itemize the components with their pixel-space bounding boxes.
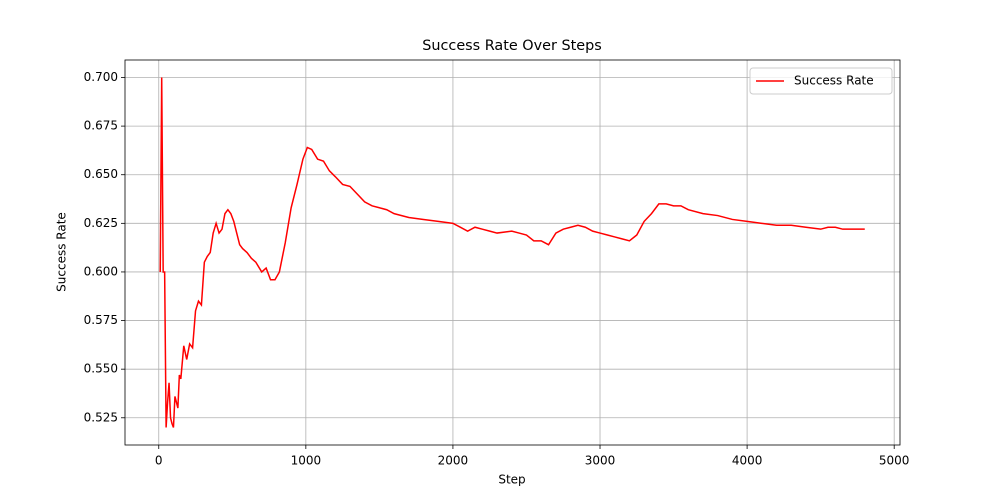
- y-axis-label: Success Rate: [55, 212, 69, 292]
- x-tick-label: 1000: [291, 454, 322, 468]
- y-tick-label: 0.575: [84, 313, 118, 327]
- y-tick-label: 0.625: [84, 216, 118, 230]
- chart-title: Success Rate Over Steps: [422, 38, 602, 54]
- y-tick-label: 0.675: [84, 119, 118, 133]
- y-tick-label: 0.525: [84, 410, 118, 424]
- x-tick-label: 0: [155, 454, 163, 468]
- y-tick-label: 0.550: [84, 362, 118, 376]
- y-tick-label: 0.650: [84, 167, 118, 181]
- legend-label: Success Rate: [794, 74, 874, 88]
- x-axis-label: Step: [498, 473, 525, 487]
- x-tick-label: 4000: [732, 454, 763, 468]
- legend-box: [749, 67, 893, 95]
- y-tick-label: 0.700: [84, 70, 118, 84]
- x-tick-label: 2000: [438, 454, 469, 468]
- x-tick-label: 3000: [585, 454, 616, 468]
- data-line: [159, 77, 865, 428]
- x-tick-label: 5000: [879, 454, 910, 468]
- y-tick-label: 0.600: [84, 264, 118, 278]
- plot-frame: [124, 59, 901, 446]
